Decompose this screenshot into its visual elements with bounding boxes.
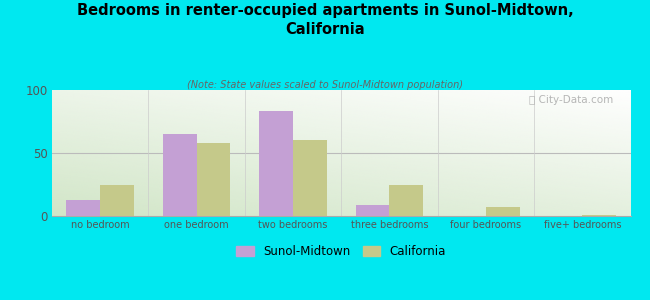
Legend: Sunol-Midtown, California: Sunol-Midtown, California [231, 241, 451, 263]
Bar [66, 200, 100, 216]
Bar [293, 140, 327, 216]
Bar [259, 111, 293, 216]
Bar [582, 215, 616, 216]
Bar [389, 184, 423, 216]
Bar [163, 134, 196, 216]
Text: (Note: State values scaled to Sunol-Midtown population): (Note: State values scaled to Sunol-Midt… [187, 80, 463, 89]
Text: Bedrooms in renter-occupied apartments in Sunol-Midtown,
California: Bedrooms in renter-occupied apartments i… [77, 3, 573, 37]
Bar [356, 205, 389, 216]
Bar [100, 184, 134, 216]
Bar [196, 143, 230, 216]
Text: ⓘ City-Data.com: ⓘ City-Data.com [529, 95, 613, 105]
Bar [486, 207, 519, 216]
